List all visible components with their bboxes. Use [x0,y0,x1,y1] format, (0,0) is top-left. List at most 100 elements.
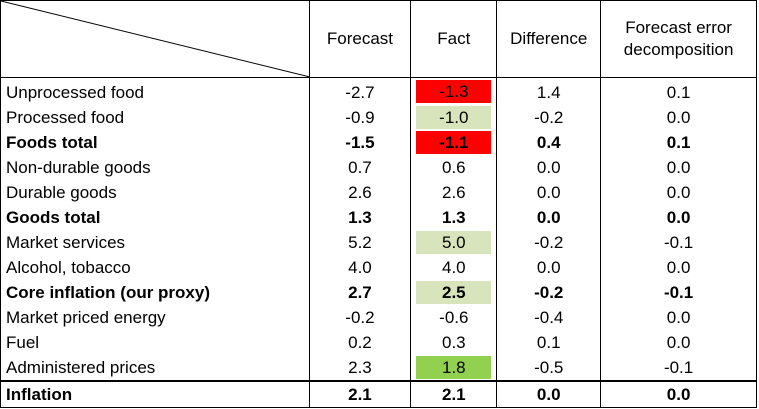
decomposition-cell: 0.0 [600,330,757,355]
header-decomposition-line1: Forecast error [625,18,732,37]
row-label: Alcohol, tobacco [0,255,310,280]
forecast-cell: 2.7 [308,280,412,305]
table-row: Market services 5.2 5.0 -0.2 -0.1 [0,230,757,255]
row-label: Durable goods [0,180,310,205]
forecast-cell: 4.0 [308,255,412,280]
row-label: Market services [0,230,310,255]
fact-value: 1.3 [442,208,466,227]
table-row: Core inflation (our proxy) 2.7 2.5 -0.2 -0.1 [0,280,757,305]
fact-cell: 1.8 [410,355,498,381]
row-label: Foods total [0,130,310,155]
fact-cell: 2.5 [410,280,498,305]
fact-value: 5.0 [416,231,492,254]
decomposition-cell: -0.1 [600,280,757,305]
decomposition-cell: -0.1 [600,230,757,255]
fact-cell: -1.3 [410,77,498,105]
diagonal-line [1,1,310,77]
table-row: Market priced energy -0.2 -0.6 -0.4 0.0 [0,305,757,330]
fact-value: 2.5 [416,281,492,304]
forecast-cell: 2.3 [308,355,412,381]
fact-cell: 2.1 [410,380,498,408]
difference-cell: 0.4 [496,130,602,155]
table-body: Unprocessed food -2.7 -1.3 1.4 0.1 Processed … [0,77,757,408]
fact-value: 4.0 [442,258,466,277]
fact-cell: -1.0 [410,105,498,130]
header-forecast: Forecast [308,0,412,78]
row-label: Inflation [0,380,310,408]
header-row: Forecast Fact Difference Forecast error … [0,0,757,78]
row-label: Processed food [0,105,310,130]
header-decomposition: Forecast error decomposition [600,0,757,78]
forecast-cell: 0.2 [308,330,412,355]
decomposition-cell: 0.0 [600,105,757,130]
difference-cell: 0.0 [496,205,602,230]
table-row: Fuel 0.2 0.3 0.1 0.0 [0,330,757,355]
table-row: Alcohol, tobacco 4.0 4.0 0.0 0.0 [0,255,757,280]
row-label: Goods total [0,205,310,230]
fact-value: 2.6 [442,183,466,202]
forecast-cell: 2.6 [308,180,412,205]
decomposition-cell: -0.1 [600,355,757,381]
difference-cell: -0.2 [496,230,602,255]
decomposition-cell: 0.0 [600,380,757,408]
table-row: Durable goods 2.6 2.6 0.0 0.0 [0,180,757,205]
fact-cell: 0.3 [410,330,498,355]
fact-cell: 0.6 [410,155,498,180]
difference-cell: 1.4 [496,77,602,105]
fact-value: -1.1 [416,131,492,154]
fact-value: 0.6 [442,158,466,177]
row-label: Unprocessed food [0,77,310,105]
fact-value: -1.0 [416,106,492,129]
row-label: Core inflation (our proxy) [0,280,310,305]
fact-value: 0.3 [442,333,466,352]
fact-cell: -0.6 [410,305,498,330]
difference-cell: 0.1 [496,330,602,355]
fact-cell: 5.0 [410,230,498,255]
forecast-cell: -0.9 [308,105,412,130]
decomposition-cell: 0.1 [600,77,757,105]
forecast-cell: -1.5 [308,130,412,155]
forecast-cell: 2.1 [308,380,412,408]
header-fact: Fact [410,0,498,78]
forecast-cell: 1.3 [308,205,412,230]
table-row: Goods total 1.3 1.3 0.0 0.0 [0,205,757,230]
difference-cell: -0.5 [496,355,602,381]
decomposition-cell: 0.0 [600,180,757,205]
fact-cell: 4.0 [410,255,498,280]
row-label: Market priced energy [0,305,310,330]
fact-value: -0.6 [439,308,469,327]
decomposition-cell: 0.1 [600,130,757,155]
row-label: Non-durable goods [0,155,310,180]
table-row: Unprocessed food -2.7 -1.3 1.4 0.1 [0,77,757,105]
difference-cell: -0.4 [496,305,602,330]
difference-cell: 0.0 [496,380,602,408]
fact-cell: -1.1 [410,130,498,155]
forecast-cell: 5.2 [308,230,412,255]
difference-cell: -0.2 [496,280,602,305]
forecast-cell: -0.2 [308,305,412,330]
difference-cell: 0.0 [496,155,602,180]
difference-cell: -0.2 [496,105,602,130]
decomposition-cell: 0.0 [600,255,757,280]
fact-value: -1.3 [416,80,492,103]
total-row: Inflation 2.1 2.1 0.0 0.0 [0,380,757,408]
decomposition-cell: 0.0 [600,205,757,230]
table-row: Foods total -1.5 -1.1 0.4 0.1 [0,130,757,155]
decomposition-cell: 0.0 [600,305,757,330]
row-label: Fuel [0,330,310,355]
decomposition-cell: 0.0 [600,155,757,180]
forecast-cell: 0.7 [308,155,412,180]
corner-cell [0,0,310,78]
fact-value: 1.8 [416,356,492,379]
table-row: Non-durable goods 0.7 0.6 0.0 0.0 [0,155,757,180]
row-label: Administered prices [0,355,310,381]
fact-value: 2.1 [442,385,466,404]
table-row: Administered prices 2.3 1.8 -0.5 -0.1 [0,355,757,381]
header-difference: Difference [496,0,602,78]
forecast-cell: -2.7 [308,77,412,105]
difference-cell: 0.0 [496,180,602,205]
fact-cell: 2.6 [410,180,498,205]
header-decomposition-line2: decomposition [623,40,734,59]
fact-cell: 1.3 [410,205,498,230]
